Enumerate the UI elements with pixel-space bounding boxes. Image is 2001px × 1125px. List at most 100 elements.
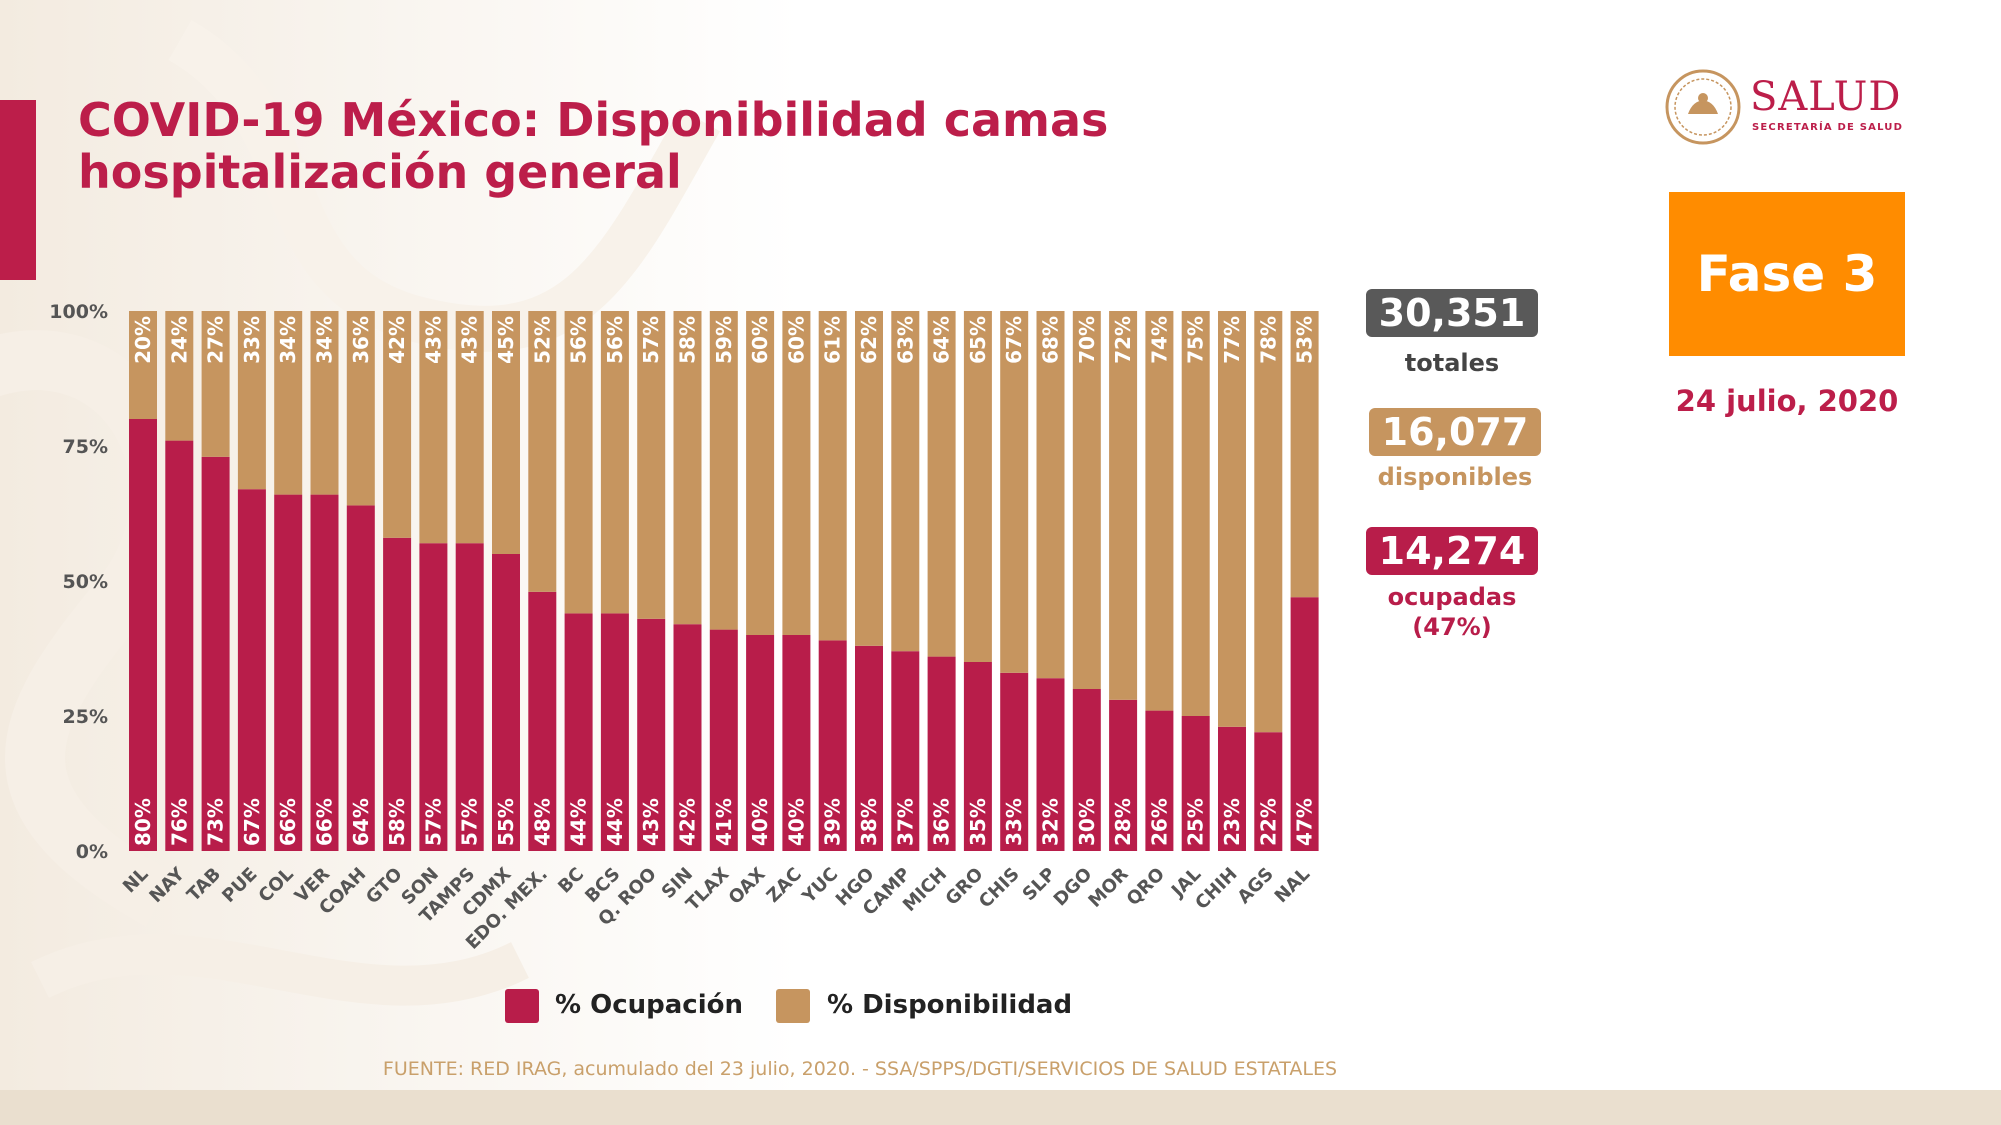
data-label-availability: 70% — [1075, 316, 1099, 364]
x-category-label: YUC — [798, 864, 842, 908]
bar-occupancy — [237, 489, 266, 851]
bar-occupancy — [1072, 689, 1101, 851]
phase-label: Fase 3 — [1696, 245, 1878, 303]
data-label-availability: 60% — [748, 316, 772, 364]
data-label-occupancy: 64% — [349, 798, 373, 846]
logo-wordmark: SALUD — [1750, 74, 1902, 120]
x-category-label: NAY — [145, 863, 189, 907]
bar-availability — [528, 311, 557, 592]
y-tick-label: 50% — [63, 571, 108, 593]
bar-availability — [129, 311, 157, 419]
data-label-occupancy: 33% — [1002, 798, 1026, 846]
data-label-occupancy: 35% — [966, 798, 990, 846]
bar-availability — [165, 311, 194, 441]
bar-occupancy — [455, 543, 484, 851]
data-label-occupancy: 73% — [204, 798, 228, 846]
bar-occupancy — [1036, 678, 1065, 851]
bar-occupancy — [564, 613, 593, 851]
bar-occupancy — [1218, 726, 1246, 851]
data-label-occupancy: 66% — [276, 798, 300, 846]
bar-availability — [1036, 311, 1065, 679]
x-category-label: COL — [255, 864, 298, 907]
data-label-availability: 74% — [1147, 316, 1171, 364]
data-label-availability: 34% — [313, 316, 337, 364]
bar-availability — [1254, 311, 1283, 733]
bar-availability — [673, 311, 702, 625]
data-label-occupancy: 57% — [421, 798, 445, 846]
data-label-availability: 58% — [676, 316, 700, 364]
data-label-availability: 65% — [966, 316, 990, 364]
total-beds-badge: 30,351 — [1366, 289, 1538, 337]
data-label-occupancy: 76% — [167, 798, 191, 846]
data-label-occupancy: 26% — [1147, 798, 1171, 846]
y-tick-label: 100% — [49, 301, 108, 323]
data-label-availability: 78% — [1256, 316, 1280, 364]
accent-bar — [0, 100, 36, 280]
data-label-occupancy: 44% — [603, 798, 627, 846]
bar-availability — [818, 311, 847, 641]
phase-badge: Fase 3 — [1669, 192, 1905, 356]
bar-occupancy — [528, 591, 557, 851]
data-label-occupancy: 23% — [1220, 798, 1244, 846]
data-label-availability: 27% — [204, 316, 228, 364]
bar-availability — [855, 311, 883, 646]
bar-occupancy — [310, 494, 339, 851]
data-label-availability: 59% — [712, 316, 736, 364]
x-category-label: DGO — [1050, 864, 1097, 911]
x-category-label: ZAC — [763, 864, 806, 907]
data-label-availability: 57% — [639, 316, 663, 364]
data-label-availability: 45% — [494, 316, 518, 364]
x-category-label: AGS — [1234, 864, 1278, 908]
data-label-availability: 64% — [930, 316, 954, 364]
bar-occupancy — [818, 640, 847, 851]
total-beds-label: totales — [1404, 349, 1500, 377]
bar-occupancy — [201, 456, 230, 851]
x-category-label: OAX — [725, 864, 770, 909]
bar-availability — [709, 311, 738, 630]
bar-occupancy — [419, 543, 448, 851]
bar-availability — [492, 311, 520, 554]
data-label-availability: 52% — [530, 316, 554, 364]
bar-availability — [419, 311, 448, 544]
data-label-occupancy: 38% — [857, 798, 881, 846]
data-label-occupancy: 48% — [530, 798, 554, 846]
bar-availability — [600, 311, 629, 614]
bar-availability — [1290, 311, 1319, 598]
data-label-occupancy: 42% — [676, 798, 700, 846]
data-label-availability: 63% — [893, 316, 917, 364]
data-label-availability: 75% — [1184, 316, 1208, 364]
bar-availability — [746, 311, 775, 635]
data-label-availability: 34% — [276, 316, 300, 364]
available-beds-badge: 16,077 — [1369, 408, 1541, 456]
bar-occupancy — [1254, 732, 1283, 851]
bar-availability — [201, 311, 230, 457]
x-category-label: GTO — [362, 864, 407, 909]
bar-occupancy — [129, 419, 157, 851]
data-label-availability: 61% — [821, 316, 845, 364]
bar-occupancy — [492, 554, 520, 851]
data-label-availability: 20% — [131, 316, 155, 364]
data-label-occupancy: 43% — [639, 798, 663, 846]
data-label-occupancy: 66% — [313, 798, 337, 846]
bar-occupancy — [927, 656, 956, 851]
national-seal-icon — [1665, 69, 1741, 145]
data-label-availability: 62% — [857, 316, 881, 364]
bar-occupancy — [891, 651, 920, 851]
bar-availability — [383, 311, 412, 538]
bar-availability — [963, 311, 992, 662]
bar-occupancy — [165, 440, 194, 851]
bar-occupancy — [673, 624, 702, 851]
x-category-label: CHIH — [1191, 864, 1241, 914]
occupied-beds-badge: 14,274 — [1366, 527, 1538, 575]
occupied-beds-label: ocupadas — [1387, 583, 1517, 611]
bar-occupancy — [1181, 716, 1210, 851]
bar-occupancy — [1109, 699, 1138, 851]
bottom-strip — [0, 1090, 2001, 1125]
bar-availability — [1109, 311, 1138, 700]
data-label-availability: 43% — [421, 316, 445, 364]
bar-occupancy — [637, 618, 666, 851]
data-label-occupancy: 40% — [784, 798, 808, 846]
legend-swatch-availability — [776, 989, 810, 1023]
bar-availability — [564, 311, 593, 614]
bar-availability — [1072, 311, 1101, 689]
